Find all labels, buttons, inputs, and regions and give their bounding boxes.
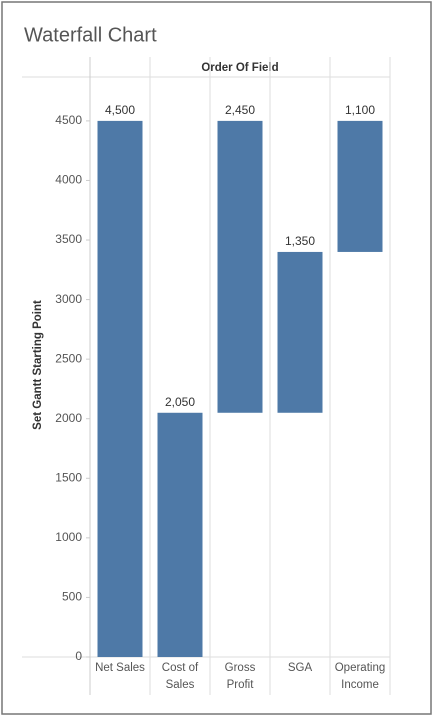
x-tick-label: Operating Income bbox=[334, 662, 386, 691]
y-tick-label: 4000 bbox=[55, 173, 82, 187]
header: Order Of Field bbox=[201, 62, 278, 74]
y-tick-label: 3500 bbox=[55, 232, 82, 246]
y-axis-label: Set Gantt Starting Point bbox=[32, 300, 44, 430]
bar bbox=[277, 251, 323, 413]
bar bbox=[157, 412, 203, 657]
bar bbox=[337, 120, 383, 252]
y-tick-label: 1000 bbox=[55, 530, 82, 544]
x-tick-label: Gross Profit bbox=[224, 662, 256, 691]
value-label: 1,100 bbox=[345, 103, 375, 117]
y-tick-label: 1500 bbox=[55, 470, 82, 484]
y-tick-label: 0 bbox=[75, 649, 82, 663]
x-tick-label: Cost of Sales bbox=[161, 662, 199, 691]
y-tick-label: 2000 bbox=[55, 411, 82, 425]
bar bbox=[217, 120, 263, 413]
value-label: 4,500 bbox=[105, 103, 135, 117]
value-label: 2,050 bbox=[165, 395, 195, 409]
bar bbox=[97, 120, 143, 657]
x-tick-label: SGA bbox=[287, 662, 313, 674]
chart-title: Waterfall Chart bbox=[24, 24, 157, 46]
value-label: 2,450 bbox=[225, 103, 255, 117]
y-tick-label: 4500 bbox=[55, 113, 82, 127]
x-tick-label: Net Sales bbox=[95, 662, 145, 674]
y-tick-label: 500 bbox=[62, 590, 82, 604]
y-tick-label: 2500 bbox=[55, 351, 82, 365]
value-label: 1,350 bbox=[285, 234, 315, 248]
y-tick-label: 3000 bbox=[55, 292, 82, 306]
